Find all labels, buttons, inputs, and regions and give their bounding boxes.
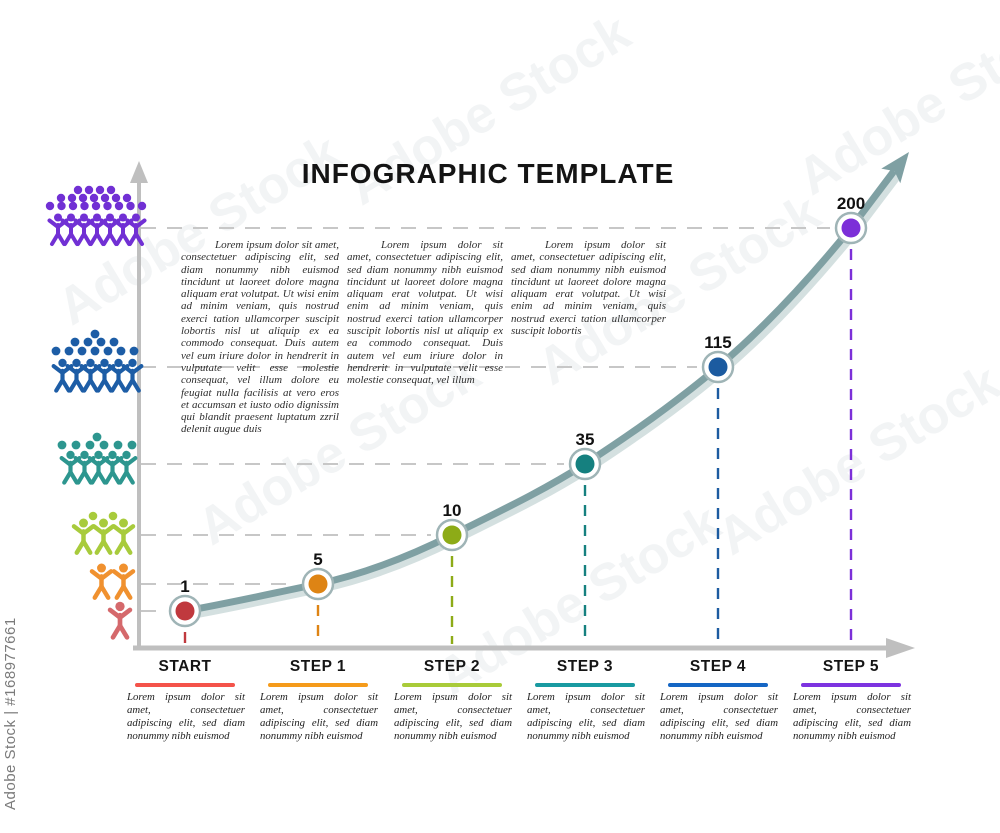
point-value-step2: 10 — [442, 501, 462, 520]
step-underline-step2 — [402, 683, 502, 687]
point-value-step1: 5 — [313, 550, 323, 569]
step-underline-start — [135, 683, 235, 687]
step-label-start: START — [158, 658, 212, 675]
people-group-small-crowd-icon — [57, 432, 137, 483]
step-underline-step1 — [268, 683, 368, 687]
people-group-2-people-icon — [92, 564, 133, 598]
body-text-block-2: Lorem ipsum dolor sit amet, consectetuer… — [347, 239, 503, 387]
y-axis-arrow-icon — [130, 161, 148, 183]
step-description-step2: Lorem ipsum dolor sit amet, consectetuer… — [394, 691, 512, 742]
step-underline-step3 — [535, 683, 635, 687]
curve-arrow-icon — [881, 152, 909, 184]
people-group-large-crowd-icon — [45, 185, 146, 244]
step-description-step4: Lorem ipsum dolor sit amet, consectetuer… — [660, 691, 778, 742]
point-value-step4: 115 — [704, 333, 732, 352]
people-group-1-person-icon — [110, 602, 130, 638]
data-point-step2 — [435, 518, 469, 552]
step-description-step5: Lorem ipsum dolor sit amet, consectetuer… — [793, 691, 911, 742]
step-description-step3: Lorem ipsum dolor sit amet, consectetuer… — [527, 691, 645, 742]
data-point-step1 — [301, 567, 335, 601]
step-description-step1: Lorem ipsum dolor sit amet, consectetuer… — [260, 691, 378, 742]
data-point-step3 — [568, 447, 602, 481]
point-value-step5: 200 — [836, 194, 866, 213]
data-point-start — [168, 594, 202, 628]
step-label-step5: STEP 5 — [822, 658, 880, 675]
point-value-start: 1 — [180, 577, 190, 596]
step-label-step1: STEP 1 — [289, 658, 347, 675]
data-point-step4 — [701, 350, 735, 384]
step-label-step4: STEP 4 — [689, 658, 747, 675]
point-value-step3: 35 — [575, 430, 595, 449]
body-text-block-3: Lorem ipsum dolor sit amet, consectetuer… — [511, 239, 666, 338]
x-axis-arrow-icon — [886, 638, 915, 658]
page-title: INFOGRAPHIC TEMPLATE — [301, 158, 675, 189]
step-description-start: Lorem ipsum dolor sit amet, consectetuer… — [127, 691, 245, 742]
body-text-block-1: Lorem ipsum dolor sit amet, consectetuer… — [181, 239, 339, 436]
step-label-step2: STEP 2 — [423, 658, 481, 675]
people-group-medium-crowd-icon — [52, 329, 142, 391]
data-point-step5 — [834, 211, 868, 245]
step-underline-step5 — [801, 683, 901, 687]
step-underline-step4 — [668, 683, 768, 687]
people-group-3-people-icon — [74, 511, 133, 553]
step-label-step3: STEP 3 — [556, 658, 614, 675]
